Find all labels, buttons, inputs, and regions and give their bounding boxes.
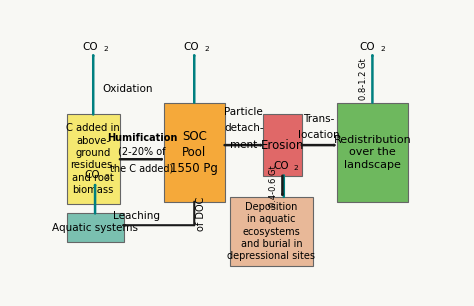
Text: Aquatic systems: Aquatic systems [52, 222, 138, 233]
Text: Leaching: Leaching [113, 211, 160, 221]
Text: CO: CO [82, 42, 98, 52]
FancyBboxPatch shape [66, 214, 124, 242]
Text: Erosion: Erosion [261, 139, 304, 151]
Text: C added in
above-
ground
residues,
and root
biomass: C added in above- ground residues, and r… [66, 123, 120, 195]
Text: Oxidation: Oxidation [102, 84, 153, 94]
Text: 2: 2 [293, 165, 298, 171]
Text: CO: CO [183, 42, 199, 52]
Text: 2: 2 [204, 46, 209, 52]
Text: Humification: Humification [107, 133, 177, 143]
Text: (2-20% of: (2-20% of [118, 147, 165, 157]
Text: SOC
Pool
1550 Pg: SOC Pool 1550 Pg [170, 130, 218, 175]
Text: 2: 2 [380, 46, 385, 52]
Text: CO: CO [360, 42, 375, 52]
FancyBboxPatch shape [230, 197, 313, 267]
Text: CO: CO [84, 170, 100, 181]
FancyBboxPatch shape [66, 114, 120, 204]
Text: Trans-: Trans- [303, 114, 335, 124]
FancyBboxPatch shape [164, 103, 225, 202]
Text: Redistribution
over the
landscape: Redistribution over the landscape [334, 135, 411, 170]
FancyBboxPatch shape [263, 114, 301, 176]
Text: 2: 2 [103, 46, 108, 52]
Text: location: location [298, 130, 340, 140]
Text: the C added): the C added) [110, 163, 173, 174]
Text: of DOC: of DOC [196, 196, 206, 231]
Text: CO: CO [273, 161, 289, 171]
Text: ment: ment [230, 140, 257, 150]
Text: Particle: Particle [225, 107, 263, 117]
Text: detach-: detach- [224, 123, 264, 133]
Text: Deposition
in aquatic
ecosystems
and burial in
depressional sites: Deposition in aquatic ecosystems and bur… [228, 202, 315, 262]
Text: 2: 2 [105, 174, 109, 181]
Text: 0.8-1.2 Gt: 0.8-1.2 Gt [359, 58, 368, 100]
FancyBboxPatch shape [337, 103, 408, 202]
Text: 0.4-0.6 Gt: 0.4-0.6 Gt [269, 166, 278, 207]
